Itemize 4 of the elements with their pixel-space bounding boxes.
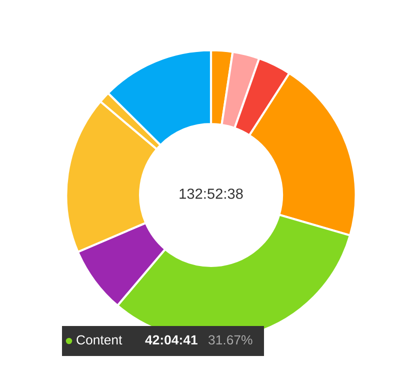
text: 132:52:38: [180, 188, 243, 199]
data-label: 31.67%: [208, 335, 252, 345]
text: 42:04:41: [145, 335, 198, 345]
legend-label: Content: [76, 335, 122, 345]
